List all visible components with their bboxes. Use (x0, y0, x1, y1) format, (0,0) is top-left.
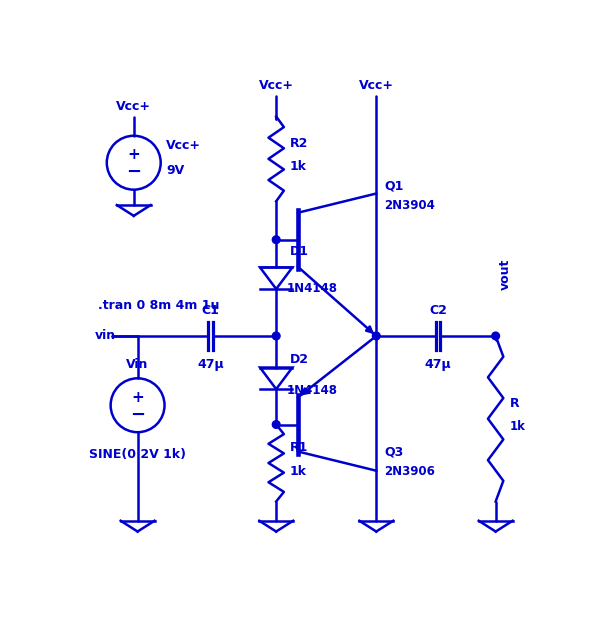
Text: 2N3906: 2N3906 (384, 465, 435, 478)
Text: Q3: Q3 (384, 446, 403, 459)
Text: 1k: 1k (510, 420, 526, 433)
Circle shape (272, 332, 280, 340)
Text: R: R (510, 397, 519, 410)
Text: 2N3904: 2N3904 (384, 199, 435, 212)
Text: C2: C2 (429, 303, 447, 316)
Text: 47µ: 47µ (424, 358, 451, 371)
Text: −: − (130, 405, 145, 424)
Text: Q1: Q1 (384, 180, 403, 193)
Circle shape (372, 332, 380, 340)
Text: R2: R2 (290, 137, 308, 150)
Text: Vcc+: Vcc+ (116, 99, 151, 112)
Text: Vcc+: Vcc+ (359, 79, 394, 92)
Text: SINE(0 2V 1k): SINE(0 2V 1k) (89, 447, 186, 460)
Text: +: + (131, 390, 144, 405)
Text: Vin: Vin (126, 358, 149, 371)
Text: C1: C1 (202, 303, 220, 316)
Circle shape (272, 421, 280, 428)
Circle shape (492, 332, 499, 340)
Text: −: − (126, 163, 141, 181)
Text: D1: D1 (290, 245, 309, 258)
Text: 9V: 9V (166, 164, 184, 177)
Text: .tran 0 8m 4m 1u: .tran 0 8m 4m 1u (98, 298, 219, 311)
Text: R1: R1 (290, 441, 308, 454)
Text: 1N4148: 1N4148 (287, 282, 338, 295)
Text: 1k: 1k (290, 161, 307, 174)
Text: Vcc+: Vcc+ (259, 79, 294, 92)
Text: 1N4148: 1N4148 (287, 384, 338, 397)
Circle shape (272, 236, 280, 243)
Text: Vcc+: Vcc+ (166, 139, 201, 152)
Text: 1k: 1k (290, 465, 307, 478)
Text: 47µ: 47µ (197, 358, 224, 371)
Text: vin: vin (95, 329, 116, 342)
Text: vout: vout (498, 259, 511, 290)
Text: D2: D2 (290, 353, 309, 366)
Text: +: + (128, 147, 140, 162)
